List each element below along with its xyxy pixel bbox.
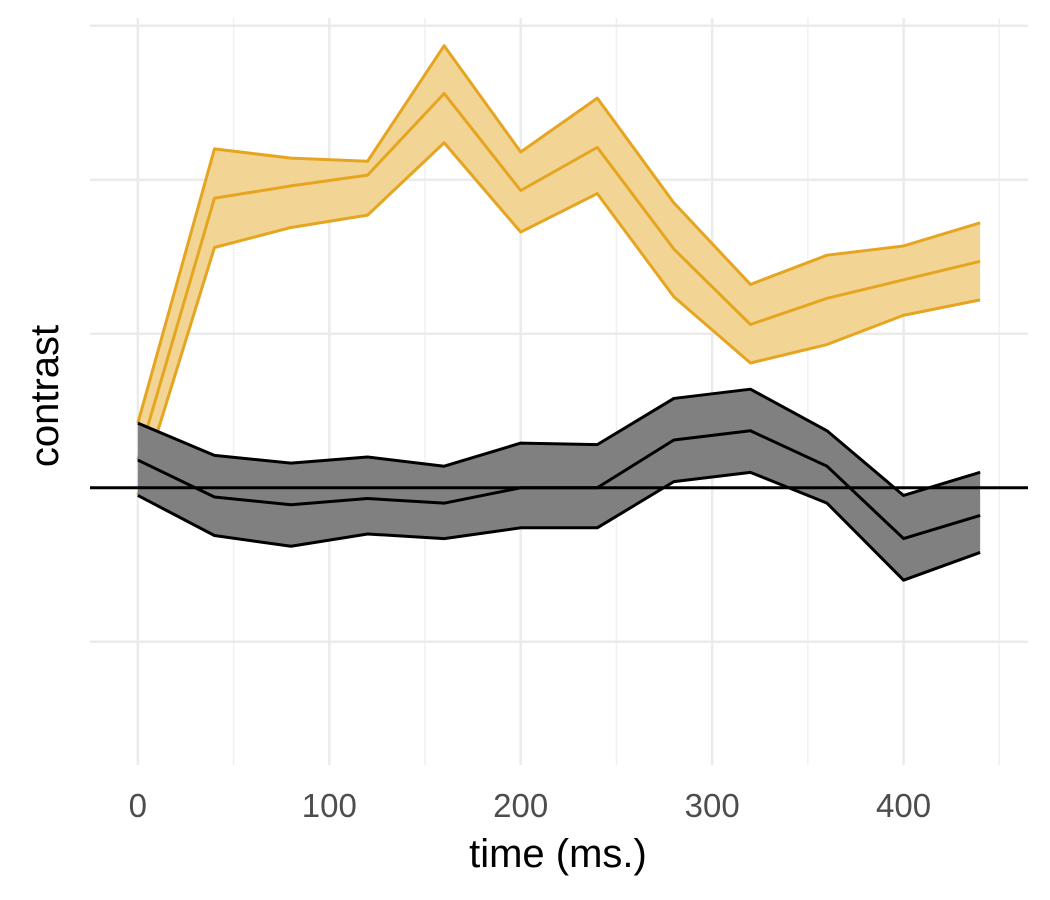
x-tick-label: 100 xyxy=(302,787,357,824)
series-0-mean-line xyxy=(136,91,981,461)
series-layer xyxy=(136,44,981,582)
series-0-lower-line xyxy=(136,141,981,496)
x-tick-label: 200 xyxy=(493,787,548,824)
y-axis-title: contrast xyxy=(23,325,67,467)
x-tick-label: 0 xyxy=(129,787,147,824)
x-tick-label: 400 xyxy=(876,787,931,824)
x-tick-label: 300 xyxy=(685,787,740,824)
series-0-ribbon xyxy=(137,45,981,496)
x-tick-labels: 0 100 200 300 400 xyxy=(129,787,931,824)
series-0-upper-line xyxy=(136,44,981,424)
series-1-upper-line xyxy=(137,387,981,497)
series-1-ribbon xyxy=(137,389,981,581)
series-1-lower-line xyxy=(137,470,981,582)
x-axis-title: time (ms.) xyxy=(469,832,647,876)
